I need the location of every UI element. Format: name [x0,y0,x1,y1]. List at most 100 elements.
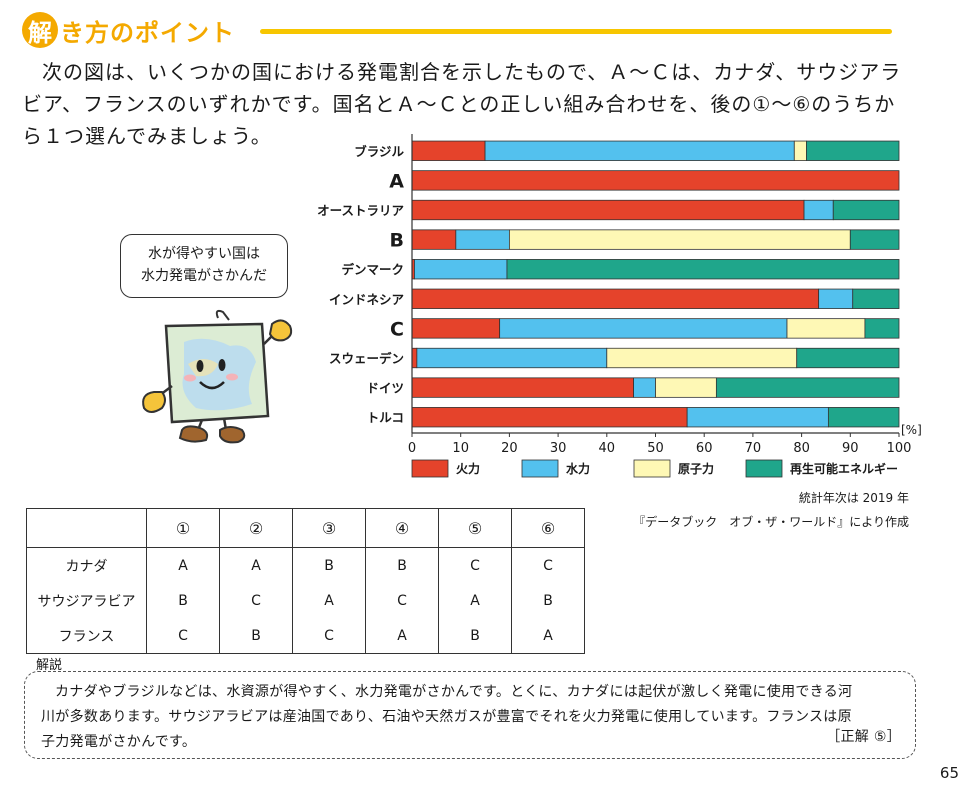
bar-segment [796,347,900,369]
legend-swatch [411,459,449,478]
header-badge: 解 [22,12,58,48]
table-row: フランス C B C A B A [26,618,585,654]
category-label: インドネシア [329,292,404,307]
bar-segment [508,229,851,250]
table-cell: A [438,583,512,618]
category-label: ドイツ [366,381,404,396]
bar-segment [786,318,866,339]
x-axis-unit: [%] [901,423,922,437]
table-cell: C [219,583,293,618]
table-header-cell: ④ [365,508,439,548]
table-cell: B [219,618,293,654]
x-tick-label: 0 [408,441,416,456]
legend-swatch [521,459,559,478]
map-mascot-illustration [142,309,293,444]
table-cell: C [146,618,220,654]
bar-segment [484,140,795,161]
x-tick-label: 10 [452,441,469,456]
bar-segment [832,199,900,221]
bar-segment [411,229,457,250]
category-label: オーストラリア [317,203,404,218]
bar-segment [864,318,900,339]
table-header-cell: ⑥ [511,508,585,548]
bar-segment [655,377,717,398]
x-tick-label: 80 [793,441,810,456]
table-cell: B [292,547,366,583]
question-text: 次の図は、いくつかの国における発電割合を示したもので、Ａ～Ｃは、カナダ、サウジア… [22,56,902,152]
table-row: サウジアラビア B C A C A B [26,583,585,618]
answer-choices-table: ① ② ③ ④ ⑤ ⑥ カナダ A A B B C C サウジアラビア B C … [26,508,585,654]
header-title: き方のポイント [60,18,235,47]
bar-segment [806,140,900,161]
table-header-cell: ⑤ [438,508,512,548]
bar-segment [411,377,634,398]
legend-label: 原子力 [678,461,714,476]
bubble-line: 水力発電がさかんだ [141,268,267,284]
table-cell: C [365,583,439,618]
legend-swatch [633,459,671,478]
bar-segment [506,259,900,280]
bar-segment [499,318,788,339]
source-citation: 『データブック オブ・ザ・ワールド』により作成 [633,515,909,529]
speech-bubble: 水が得やすい国は 水力発電がさかんだ [120,234,288,298]
x-tick-label: 90 [842,441,859,456]
category-label: スウェーデン [329,351,404,366]
table-cell: A [511,618,585,654]
bar-segment [849,229,900,250]
x-tick-label: 30 [550,441,567,456]
category-label: トルコ [367,410,404,425]
page-number: 65 [939,764,959,782]
bar-segment [633,377,656,398]
bar-segment [416,347,608,369]
bar-segment [793,140,807,161]
bar-segment [715,377,900,398]
bar-segment [818,288,854,309]
category-label: デンマーク [341,262,404,277]
legend-label: 火力 [456,461,480,476]
table-header-cell: ③ [292,508,366,548]
table-cell: C [292,618,366,654]
bar-segment [455,229,510,250]
explanation-label: 解説 [36,658,63,673]
table-row: カナダ A A B B C C [26,547,585,583]
bar-segment [411,170,900,191]
correct-answer: ［正解 ⑤］ [826,729,901,745]
section-header: 解 き方のポイント [22,12,235,48]
table-header-cell: ① [146,508,220,548]
bar-segment [852,288,900,309]
x-tick-label: 60 [696,441,713,456]
header-rule [260,29,892,34]
table-header-row: ① ② ③ ④ ⑤ ⑥ [26,508,585,548]
table-cell: B [511,583,585,618]
table-row-label: カナダ [26,547,147,583]
table-header-cell: ② [219,508,293,548]
table-cell: A [219,547,293,583]
bar-segment [411,407,688,428]
x-tick-label: 100 [887,441,912,456]
question-line: ビア、フランスのいずれかです。国名とＡ～Ｃとの正しい組み合わせを、後の①～⑥のう… [22,92,896,116]
explanation-line: カナダやブラジルなどは、水資源が得やすく、水力発電がさかんです。とくに、カナダに… [55,684,853,700]
bar-segment [803,199,834,221]
explanation-box: カナダやブラジルなどは、水資源が得やすく、水力発電がさかんです。とくに、カナダに… [24,671,916,759]
category-label: C [390,318,404,340]
table-row-label: サウジアラビア [26,583,147,618]
bubble-line: 水が得やすい国は [148,246,260,262]
bar-segment [411,347,418,369]
bar-segment [411,199,805,221]
x-tick-label: 50 [647,441,664,456]
source-note: 統計年次は 2019 年 『データブック オブ・ザ・ワールド』により作成 [633,486,909,534]
legend-label: 再生可能エネルギー [790,461,898,476]
explanation-line: 川が多数あります。サウジアラビアは産油国であり、石油や天然ガスが豊富でそれを火力… [41,709,852,725]
category-label: A [389,170,404,192]
legend-swatch [745,459,783,478]
table-cell: C [438,547,512,583]
bar-segment [414,259,508,280]
category-label: B [390,230,404,252]
table-cell: A [365,618,439,654]
table-row-label: フランス [26,618,147,654]
table-cell: C [511,547,585,583]
bar-segment [411,140,486,161]
table-cell: A [146,547,220,583]
bar-segment [411,318,501,339]
